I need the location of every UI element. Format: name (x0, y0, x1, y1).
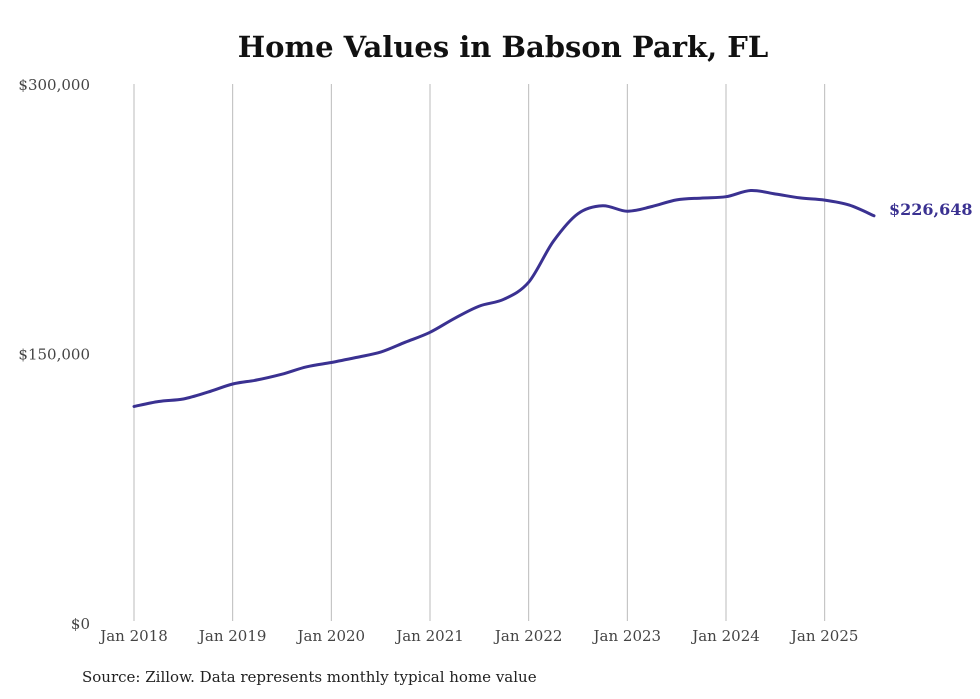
series-line-home-value (132, 188, 876, 408)
x-tick-label: Jan 2022 (493, 627, 563, 645)
series-layer: $226,648 (132, 188, 973, 408)
chart-title: Home Values in Babson Park, FL (237, 30, 769, 64)
y-tick-label: $150,000 (18, 346, 90, 364)
y-tick-label: $300,000 (18, 76, 90, 94)
x-tick-label: Jan 2021 (394, 627, 464, 645)
x-tick-label: Jan 2018 (98, 627, 168, 645)
x-tick-label: Jan 2025 (789, 627, 859, 645)
y-axis-tick-labels: $0 $150,000 $300,000 (18, 76, 90, 633)
x-tick-label: Jan 2020 (296, 627, 366, 645)
y-tick-label: $0 (71, 615, 90, 633)
end-value-label: $226,648 (889, 200, 973, 219)
gridlines (133, 84, 826, 621)
x-tick-label: Jan 2023 (592, 627, 662, 645)
x-axis-tick-labels: Jan 2018 Jan 2019 Jan 2020 Jan 2021 Jan 2022… (98, 627, 858, 645)
x-tick-label: Jan 2019 (197, 627, 267, 645)
source-note: Source: Zillow. Data represents monthly … (82, 668, 537, 686)
x-tick-label: Jan 2024 (690, 627, 760, 645)
